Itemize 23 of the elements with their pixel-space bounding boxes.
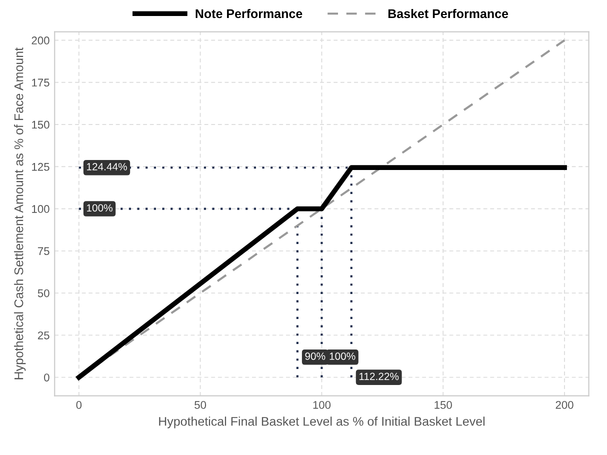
- y-tick-label: 25: [38, 331, 50, 340]
- y-tick-label: 125: [32, 162, 50, 171]
- x-tick-label: 150: [434, 401, 452, 409]
- x-tick-label: 0: [76, 401, 82, 409]
- x-tick-label: 200: [556, 401, 574, 409]
- x-axis-title: Hypothetical Final Basket Level as % of Initial Basket Level: [159, 416, 485, 428]
- x-tick-label: 100: [313, 401, 331, 409]
- legend-label: Note Performance: [196, 8, 302, 18]
- y-tick-label: 200: [32, 36, 50, 44]
- y-tick-label: 50: [38, 289, 50, 298]
- y-tick-label: 75: [38, 247, 50, 256]
- y-tick-label: 100: [32, 205, 50, 213]
- y-tick-label: 0: [44, 374, 50, 382]
- ref-line-label: 100%: [86, 204, 112, 212]
- ref-line-label: 112.22%: [359, 372, 399, 380]
- y-tick-label: 150: [32, 120, 50, 129]
- x-tick-label: 50: [194, 401, 206, 409]
- ref-line-label: 100%: [330, 352, 356, 360]
- y-axis-title: Hypothetical Cash Settlement Amount as % of Face Amount: [14, 48, 26, 380]
- ref-line-label: 124.44%: [86, 163, 127, 170]
- y-tick-label: 175: [32, 78, 50, 87]
- ref-line-label: 90%: [305, 352, 326, 360]
- legend-label: Basket Performance: [388, 8, 508, 18]
